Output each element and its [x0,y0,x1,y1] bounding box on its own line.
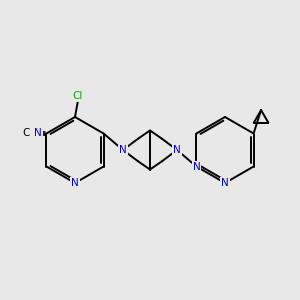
Text: N: N [193,161,200,172]
Text: C: C [22,128,30,139]
Text: N: N [34,128,42,139]
Text: Cl: Cl [73,91,83,101]
Text: N: N [119,145,127,155]
Text: N: N [221,178,229,188]
Text: N: N [173,145,181,155]
Text: N: N [71,178,79,188]
